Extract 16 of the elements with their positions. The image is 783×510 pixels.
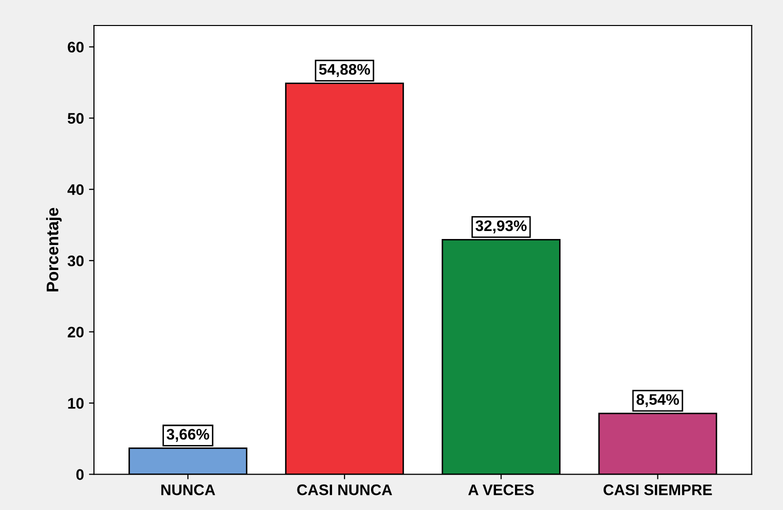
data-label: 32,93% bbox=[476, 220, 527, 234]
y-tick-label: 30 bbox=[68, 255, 84, 266]
x-tick-label: CASI NUNCA bbox=[297, 484, 392, 496]
y-tick-label: 60 bbox=[68, 42, 84, 53]
y-tick-label: 10 bbox=[68, 398, 84, 409]
data-label: 54,88% bbox=[319, 64, 370, 77]
y-axis-title: Porcentaje bbox=[46, 208, 62, 292]
y-tick-label: 20 bbox=[68, 326, 84, 338]
data-label: 3,66% bbox=[166, 428, 210, 442]
y-tick-label: 40 bbox=[67, 184, 84, 196]
y-tick-label: 50 bbox=[68, 112, 84, 124]
y-tick-label: 0 bbox=[76, 469, 84, 480]
x-tick-label: CASI SIEMPRE bbox=[604, 484, 712, 496]
x-tick-label: NUNCA bbox=[161, 484, 216, 496]
x-tick-label: A VECES bbox=[468, 484, 534, 496]
data-label: 8,54% bbox=[636, 394, 679, 408]
